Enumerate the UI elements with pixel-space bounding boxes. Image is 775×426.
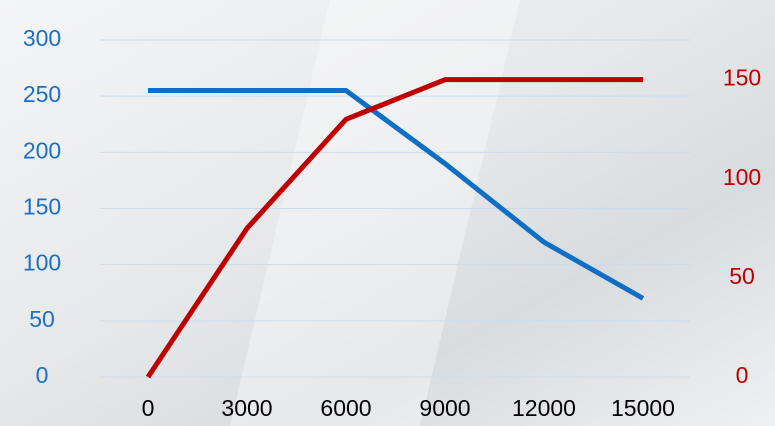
series-line xyxy=(145,77,643,379)
x-tick-label: 6000 xyxy=(320,395,371,421)
y-tick-label: 50 xyxy=(29,306,55,332)
x-tick-label: 15000 xyxy=(611,395,675,421)
y-tick-label: 150 xyxy=(23,194,61,220)
x-tick-label: 0 xyxy=(142,395,155,421)
y-tick-label: 0 xyxy=(36,362,49,388)
x-tick-label: 3000 xyxy=(221,395,272,421)
x-tick-label: 12000 xyxy=(512,395,576,421)
x-tick-label: 9000 xyxy=(419,395,470,421)
y2-tick-label: 50 xyxy=(729,263,755,289)
y-tick-label: 250 xyxy=(23,81,61,107)
background-shape xyxy=(230,0,520,426)
y-tick-label: 200 xyxy=(23,137,61,163)
y2-tick-label: 150 xyxy=(723,65,761,91)
y-tick-label: 100 xyxy=(23,250,61,276)
y2-tick-label: 0 xyxy=(736,362,749,388)
series-line xyxy=(148,88,645,301)
y-tick-label: 300 xyxy=(23,25,61,51)
y2-tick-label: 100 xyxy=(723,164,761,190)
